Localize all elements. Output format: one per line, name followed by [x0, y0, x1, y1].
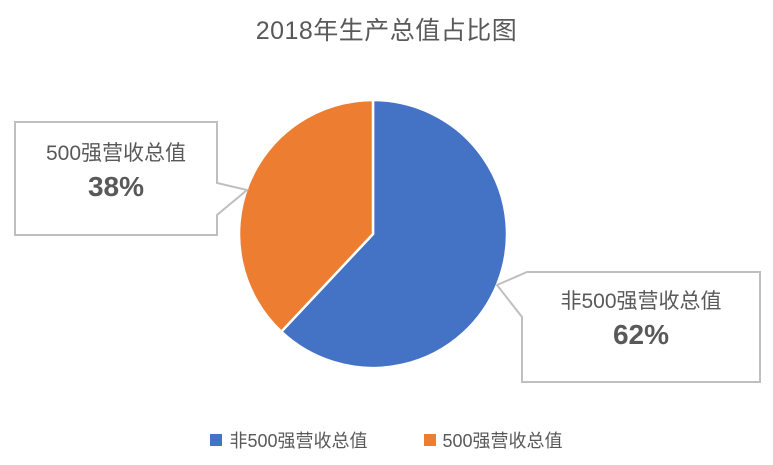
legend-swatch-orange-icon — [423, 434, 436, 446]
legend-swatch-blue-icon — [210, 434, 223, 446]
legend-label-non-top500: 非500强营收总值 — [229, 431, 368, 451]
callout-top500-value: 38% — [87, 171, 145, 203]
callout-box-non-top500 — [495, 271, 761, 383]
callout-non-top500-value: 62% — [612, 319, 670, 351]
callout-non-top500-text: 非500强营收总值 62% — [522, 287, 760, 354]
callout-non-top500-label: 非500强营收总值 — [560, 290, 722, 313]
pie-slice-non-top500 — [280, 98, 509, 370]
callout-top500-label: 500强营收总值 — [45, 142, 187, 165]
pie-slice-top500 — [237, 98, 375, 333]
chart-title: 2018年生产总值占比图 — [255, 17, 518, 45]
callout-top500-text: 500强营收总值 38% — [15, 139, 217, 206]
callout-box-top500 — [14, 121, 250, 236]
legend-label-top500: 500强营收总值 — [442, 431, 563, 451]
chart-legend: 非500强营收总值 500强营收总值 — [0, 427, 773, 453]
legend-item-non-top500: 非500强营收总值 — [210, 427, 368, 453]
legend-item-top500: 500强营收总值 — [423, 427, 563, 453]
